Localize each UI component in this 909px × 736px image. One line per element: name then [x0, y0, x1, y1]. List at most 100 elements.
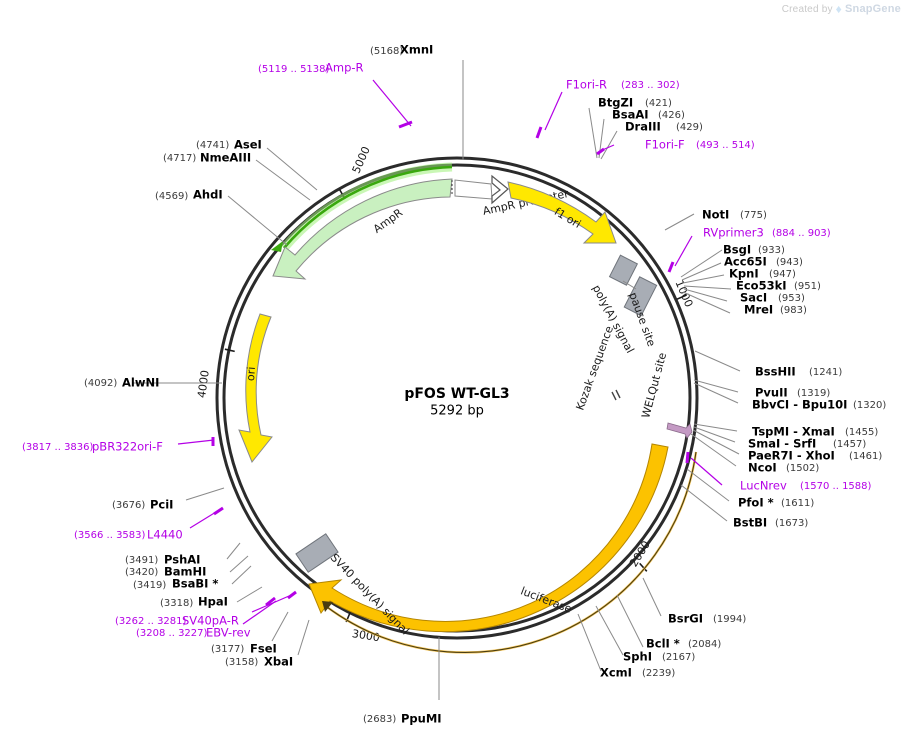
site-pos-hpai: (3318)	[160, 598, 193, 609]
site-pos-alwni: (4092)	[84, 378, 117, 389]
site-label-pshai[interactable]: PshAI	[164, 553, 200, 567]
site-pos-saci: (953)	[778, 293, 805, 304]
site-label-alwni[interactable]: AlwNI	[122, 376, 159, 390]
site-label-kpni[interactable]: KpnI	[729, 267, 759, 281]
site-label-bsabi[interactable]: BsaBI *	[172, 577, 218, 591]
feature-welqut-site[interactable]: WELQut site	[639, 351, 693, 439]
primer-pos-sv40pa-r: (3262 .. 3281)	[115, 616, 187, 627]
tick-label-4000: 4000	[195, 369, 212, 399]
site-label-pvuii[interactable]: PvuII	[755, 386, 788, 400]
site-pos-bsrgi: (1994)	[713, 614, 746, 625]
primer-label-f1ori-r[interactable]: F1ori-R	[566, 78, 607, 92]
site-pos-xmni: (5168)	[370, 46, 403, 57]
watermark-brand: SnapGene	[844, 3, 901, 15]
primer-pos-lucnrev: (1570 .. 1588)	[800, 481, 872, 492]
site-label-acc65i[interactable]: Acc65I	[724, 255, 767, 269]
primer-label-sv40pa-r[interactable]: SV40pA-R	[182, 614, 239, 628]
feature-label-welqut-site: WELQut site	[639, 351, 669, 420]
site-label-mrei[interactable]: MreI	[744, 303, 773, 317]
site-label-bamhi[interactable]: BamHI	[164, 565, 206, 579]
site-pos-sphi: (2167)	[662, 652, 695, 663]
site-pos-pvuii: (1319)	[797, 388, 830, 399]
primer-label-rvprimer3[interactable]: RVprimer3	[703, 226, 764, 240]
annotation-upper-right: F1ori-R (283 .. 302) BtgZI (421) BsaAI (…	[566, 78, 755, 152]
plasmid-name: pFOS WT-GL3	[404, 386, 509, 402]
snapgene-leaf-icon: ♦	[835, 2, 842, 16]
site-pos-tspmi-xmai: (1455)	[845, 427, 878, 438]
site-label-hpai[interactable]: HpaI	[198, 595, 228, 609]
site-label-draiii[interactable]: DraIII	[625, 120, 661, 134]
site-label-bsgi[interactable]: BsgI	[723, 243, 751, 257]
primer-label-ebv-rev[interactable]: EBV-rev	[206, 626, 251, 640]
site-label-tspmi-xmai[interactable]: TspMI - XmaI	[752, 425, 835, 439]
site-label-xcmi[interactable]: XcmI	[600, 666, 632, 680]
site-label-smai-srfi[interactable]: SmaI - SrfI	[748, 437, 816, 451]
annotation-upper-left: (4569) AhdI (4717) NmeAIII (4741) AseI	[155, 138, 262, 203]
site-pos-mrei: (983)	[780, 305, 807, 316]
site-pos-kpni: (947)	[769, 269, 796, 280]
primer-label-amp-r[interactable]: Amp-R	[325, 61, 364, 75]
site-label-asei[interactable]: AseI	[234, 138, 262, 152]
site-label-saci[interactable]: SacI	[740, 291, 767, 305]
site-pos-bstbi: (1673)	[775, 518, 808, 529]
site-pos-xbai: (3158)	[225, 657, 258, 668]
site-label-bsrgi[interactable]: BsrGI	[668, 612, 703, 626]
site-pos-noti: (775)	[740, 210, 767, 221]
feature-ori[interactable]: ori	[238, 313, 273, 463]
site-label-sphi[interactable]: SphI	[623, 650, 652, 664]
site-label-xmni[interactable]: XmnI	[400, 43, 433, 57]
primer-pos-ebv-rev: (3208 .. 3227)	[136, 628, 208, 639]
site-label-bsshii[interactable]: BssHII	[755, 365, 796, 379]
annotation-top: (5168) XmnI (5119 .. 5138) Amp-R	[258, 43, 433, 76]
tick-label-3000: 3000	[351, 627, 381, 644]
primer-label-l4440[interactable]: L4440	[147, 528, 183, 542]
site-label-ppumi[interactable]: PpuMI	[401, 712, 442, 726]
site-label-fsei[interactable]: FseI	[250, 642, 277, 656]
site-label-pfoi[interactable]: PfoI *	[738, 496, 774, 510]
annotation-bottom-right: BsrGI (1994) BclI * (2084) SphI (2167) X…	[600, 612, 746, 680]
site-pos-pfoi: (1611)	[781, 498, 814, 509]
annotation-right-mid: BssHII (1241) PvuII (1319) BbvCI - Bpu10…	[733, 365, 886, 530]
site-pos-bamhi: (3420)	[125, 567, 158, 578]
annotation-bottom: (2683) PpuMI	[363, 712, 442, 726]
site-label-ahdi[interactable]: AhdI	[193, 188, 223, 202]
site-pos-bsabi: (3419)	[133, 580, 166, 591]
site-label-eco53ki[interactable]: Eco53kI	[736, 279, 787, 293]
site-pos-ahdi: (4569)	[155, 191, 188, 202]
site-pos-paer7i-xhoi: (1461)	[849, 451, 882, 462]
annotation-right-upper: NotI (775) RVprimer3 (884 .. 903) BsgI (…	[702, 208, 831, 317]
primer-label-f1ori-f[interactable]: F1ori-F	[645, 138, 685, 152]
site-pos-fsei: (3177)	[211, 644, 244, 655]
annotation-bottom-left: (3158) XbaI (3177) FseI (3208 .. 3227) E…	[74, 498, 293, 669]
site-label-bcli[interactable]: BclI *	[646, 637, 680, 651]
site-pos-pcii: (3676)	[112, 500, 145, 511]
site-label-bsaai[interactable]: BsaAI	[612, 108, 649, 122]
site-pos-pshai: (3491)	[125, 555, 158, 566]
site-label-paer7i-xhoi[interactable]: PaeR7I - XhoI	[748, 449, 835, 463]
site-pos-eco53ki: (951)	[794, 281, 821, 292]
site-pos-bbvci-bpu10i: (1320)	[853, 400, 886, 411]
site-label-xbai[interactable]: XbaI	[264, 655, 293, 669]
site-pos-bsshii: (1241)	[809, 367, 842, 378]
site-pos-acc65i: (943)	[776, 257, 803, 268]
primer-label-lucnrev[interactable]: LucNrev	[740, 479, 787, 493]
site-label-btgzi[interactable]: BtgZI	[598, 96, 633, 110]
site-label-bstbi[interactable]: BstBI	[733, 516, 767, 530]
primer-label-pbr322ori-f[interactable]: pBR322ori-F	[92, 440, 163, 454]
site-label-pcii[interactable]: PciI	[150, 498, 173, 512]
plasmid-size: 5292 bp	[430, 404, 484, 419]
primer-pos-f1ori-r: (283 .. 302)	[621, 80, 680, 91]
tick-label-5000: 5000	[350, 145, 373, 176]
site-pos-bsgi: (933)	[758, 245, 785, 256]
primer-pos-l4440: (3566 .. 3583)	[74, 530, 146, 541]
site-label-noti[interactable]: NotI	[702, 208, 729, 222]
site-label-nmeaiii[interactable]: NmeAIII	[200, 151, 251, 165]
watermark-prefix: Created by	[781, 3, 833, 15]
feature-kozak-sequence[interactable]: Kozak sequence	[573, 324, 621, 412]
site-label-bbvci-bpu10i[interactable]: BbvCI - Bpu10I	[752, 398, 847, 412]
annotation-left: (3817 .. 3836) pBR322ori-F (4092) AlwNI	[22, 376, 163, 454]
site-label-ncoi[interactable]: NcoI	[748, 461, 777, 475]
feature-ampr[interactable]: AmpR	[271, 162, 453, 280]
site-pos-bcli: (2084)	[688, 639, 721, 650]
